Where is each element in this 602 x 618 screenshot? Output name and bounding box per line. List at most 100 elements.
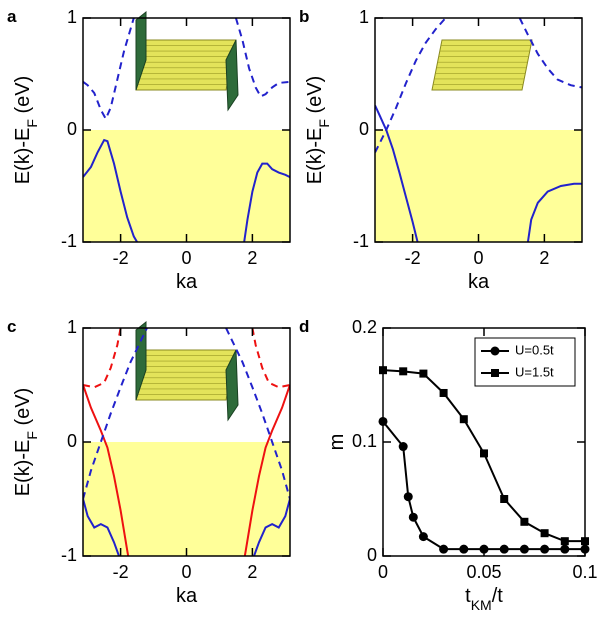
marker [439,388,448,397]
x-tick-label: 0 [181,248,191,268]
x-tick-label: 2 [247,248,257,268]
marker [500,495,509,503]
y-tick-label: 0 [367,545,377,565]
x-axis-label: ka [176,585,198,607]
series-group [83,328,290,556]
marker [399,367,408,376]
y-axis-label-part: E(k)-E [304,128,326,185]
x-axis-label-part: t [465,585,471,607]
marker [520,517,529,526]
series-line [253,498,290,556]
y-axis-label: E(k)-EF (eV) [12,76,40,185]
x-tick-label: 2 [247,562,257,582]
y-axis-label: E(k)-EF (eV) [12,388,40,497]
y-tick-label: 0 [359,119,369,139]
legend-marker [491,369,499,377]
marker [398,442,408,452]
filled-region [83,442,290,556]
marker [519,544,529,554]
series-line [251,328,290,389]
marker [560,544,570,554]
series-line [234,18,290,98]
legend-marker [490,346,500,356]
y-tick-label: 0 [67,431,77,451]
ribbon-edge [135,320,147,401]
y-axis-label-part: E(k)-E [12,128,34,185]
y-tick-label: -1 [61,231,77,251]
y-axis-label-part: F [24,431,40,440]
series-line [83,138,138,242]
series-line [375,18,447,153]
ribbon-inset [135,320,239,422]
ribbon-edge [135,10,147,91]
y-axis-label-part: (eV) [12,76,34,119]
marker [459,544,469,554]
x-tick-label: 0 [378,562,388,582]
ribbon-inset [135,10,239,112]
series-line [243,162,290,242]
x-axis-label: ka [468,271,490,293]
series-line [225,328,290,500]
y-axis-label-part: E(k)-E [12,440,34,497]
ribbon-sheet [431,39,533,91]
marker [419,369,428,378]
series-group [83,18,290,242]
panel-label: c [7,317,16,336]
marker [560,537,569,546]
marker [403,492,413,502]
y-axis-label-part: (eV) [12,388,34,431]
x-axis-label: ka [176,271,198,293]
marker [408,512,418,522]
panel-label: b [299,7,309,26]
marker [439,544,449,554]
y-tick-label: 1 [67,317,77,337]
x-tick-label: 2 [539,248,549,268]
ribbon-edge [225,39,239,112]
marker [480,449,488,458]
y-axis-label: E(k)-EF (eV) [304,76,332,185]
legend-label: U=0.5t [515,342,554,357]
series-line [243,384,290,556]
y-axis-label-part: F [316,119,332,128]
marker [540,544,550,554]
marker [418,532,428,542]
y-axis-label-part: (eV) [304,76,326,119]
marker [459,415,468,424]
marker [540,529,549,538]
y-axis-label-part: F [24,119,40,128]
ribbon-inset [431,39,533,91]
filled-region [375,130,582,242]
panel-label: a [7,7,17,26]
y-tick-label: -1 [61,545,77,565]
y-tick-label: -1 [353,231,369,251]
series-line [518,18,582,89]
x-tick-label: -2 [405,248,421,268]
y-tick-label: 1 [67,7,77,27]
x-tick-label: 0 [473,248,483,268]
ribbon-edge [225,349,239,422]
x-tick-label: 0.1 [572,562,597,582]
y-tick-label: 0.1 [352,431,377,451]
marker [499,544,509,554]
series-line [375,104,419,242]
x-axis-label-part: /t [492,585,504,607]
x-axis-label-part: KM [471,597,492,613]
series-line [83,328,122,389]
legend-box [474,337,576,387]
legend-label: U=1.5t [515,364,554,379]
x-tick-label: 0 [181,562,191,582]
filled-region [83,130,290,242]
ribbon-sheet [135,39,237,91]
y-axis-label: m [326,434,348,451]
panel-label: d [299,317,309,336]
series-line [83,18,135,122]
series-line [83,498,120,556]
y-tick-label: 0.2 [352,317,377,337]
series-line [383,420,585,551]
x-axis-label: tKM/t [465,585,503,613]
x-tick-label: 0.05 [466,562,501,582]
series-group [383,369,585,551]
x-tick-label: -2 [113,248,129,268]
y-tick-label: 0 [67,119,77,139]
